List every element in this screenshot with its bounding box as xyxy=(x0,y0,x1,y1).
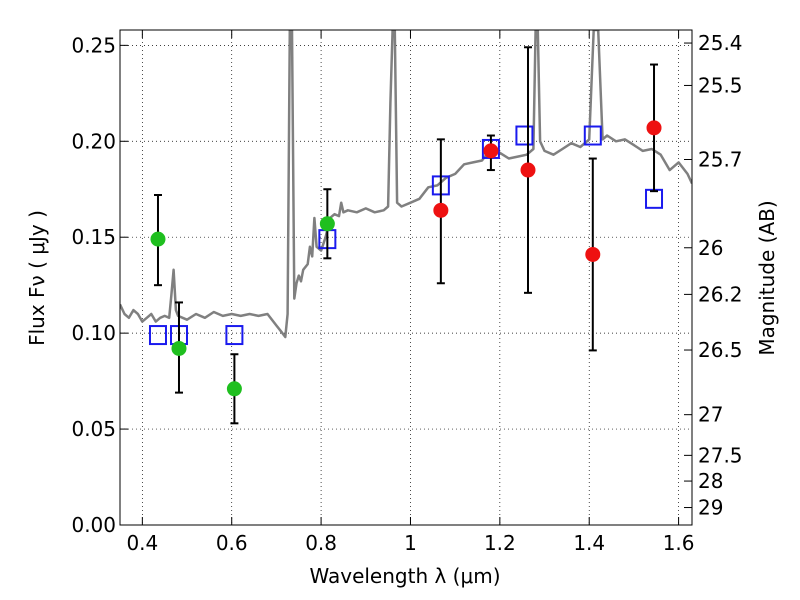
x-tick-label: 1.6 xyxy=(663,531,695,555)
x-axis-label: Wavelength λ (μm) xyxy=(309,564,500,588)
mag-tick-label: 27 xyxy=(698,403,723,427)
mag-tick-label: 26 xyxy=(698,236,723,260)
mag-tick-label: 29 xyxy=(698,496,723,520)
square-marker xyxy=(645,188,664,209)
circle-marker xyxy=(171,340,187,356)
markers-layer xyxy=(148,46,664,425)
circle-marker xyxy=(646,120,662,136)
square-marker xyxy=(225,325,244,346)
y-tick-label: 0.05 xyxy=(71,417,116,441)
x-tick-label: 0.6 xyxy=(216,531,248,555)
plot-frame xyxy=(119,29,693,526)
circle-marker xyxy=(483,143,499,159)
circle-marker xyxy=(433,202,449,218)
square-marker xyxy=(515,125,534,146)
x-tick-label: 0.8 xyxy=(305,531,337,555)
grid-lines xyxy=(120,30,692,526)
x-tick-label: 0.4 xyxy=(126,531,158,555)
y-axis-right-label: Magnitude (AB) xyxy=(755,200,779,355)
mag-tick-label: 25.5 xyxy=(698,73,743,97)
mag-tick-label: 26.2 xyxy=(698,282,743,306)
y-tick-label: 0.00 xyxy=(71,513,116,537)
spectrum-layer xyxy=(120,30,692,339)
spectrum-line xyxy=(120,30,692,339)
mag-tick-label: 27.5 xyxy=(698,443,743,467)
circle-marker xyxy=(319,216,335,232)
square-marker xyxy=(148,325,167,346)
mag-tick-label: 25.4 xyxy=(698,31,743,55)
x-tick-label: 1 xyxy=(404,531,417,555)
x-tick-label: 1.4 xyxy=(573,531,605,555)
mag-tick-label: 26.5 xyxy=(698,338,743,362)
circle-marker xyxy=(226,381,242,397)
tick-labels: 0.4 0.6 0.8 1 1.2 1.4 1.6 0.00 0.05 0.10 0.15 0.20 0… xyxy=(71,31,742,555)
square-marker xyxy=(583,125,602,146)
y-tick-label: 0.15 xyxy=(71,225,116,249)
y-tick-label: 0.25 xyxy=(71,33,116,57)
x-tick-label: 1.2 xyxy=(484,531,516,555)
mag-tick-label: 28 xyxy=(698,469,723,493)
y-tick-label: 0.20 xyxy=(71,129,116,153)
circle-marker xyxy=(150,231,166,247)
circle-marker xyxy=(585,246,601,262)
y-axis-label: Flux Fν ( μJy ) xyxy=(25,210,49,346)
circle-marker xyxy=(520,162,536,178)
y-tick-label: 0.10 xyxy=(71,321,116,345)
mag-tick-label: 25.7 xyxy=(698,148,743,172)
axes-frame xyxy=(119,29,693,526)
